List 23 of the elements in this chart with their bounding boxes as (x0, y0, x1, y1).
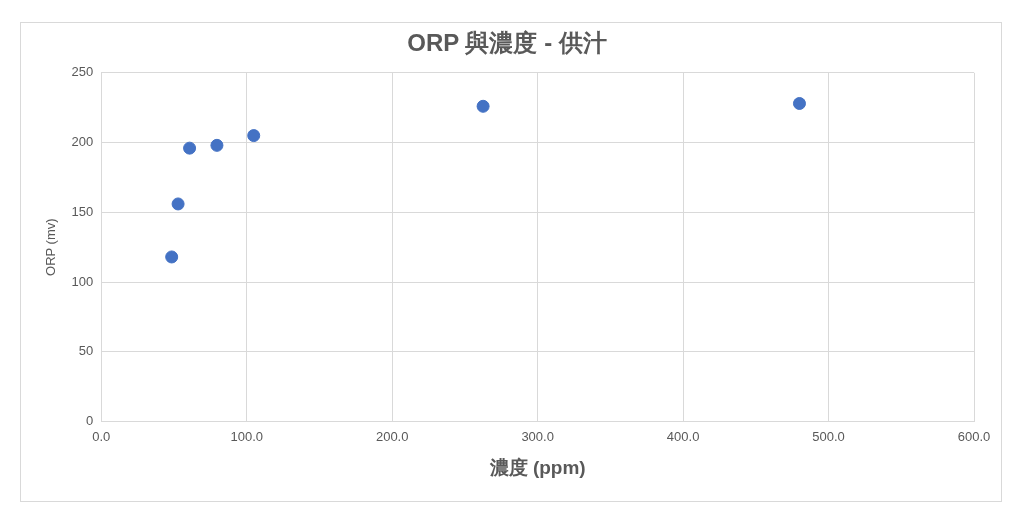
point (792, 96, 806, 110)
y-tick-label: 50 (78, 343, 94, 359)
x-tick-label: 500.0 (812, 428, 845, 444)
point (165, 250, 179, 264)
y-tick-label: 0 (86, 413, 94, 429)
point (476, 99, 490, 113)
y-axis-title: ORP (mv) (43, 218, 59, 276)
point (183, 141, 197, 155)
x-axis-title: 濃度 (ppm) (488, 456, 586, 478)
y-tick-label: 150 (71, 203, 94, 219)
x-tick-label: 100.0 (230, 428, 264, 444)
y-tick-label: 250 (71, 64, 94, 80)
point (247, 129, 261, 143)
point (171, 197, 185, 211)
x-tick-label: 0.0 (92, 428, 111, 444)
x-tick-label: 600.0 (957, 428, 991, 444)
y-tick-label: 200 (71, 134, 94, 150)
point (210, 138, 224, 152)
x-tick-label: 400.0 (666, 428, 700, 444)
x-tick-label: 200.0 (375, 428, 409, 444)
x-tick-label: 300.0 (521, 428, 554, 444)
y-tick-label: 100 (71, 273, 94, 289)
chart-title: ORP 與濃度 - 供汁 (407, 29, 607, 57)
